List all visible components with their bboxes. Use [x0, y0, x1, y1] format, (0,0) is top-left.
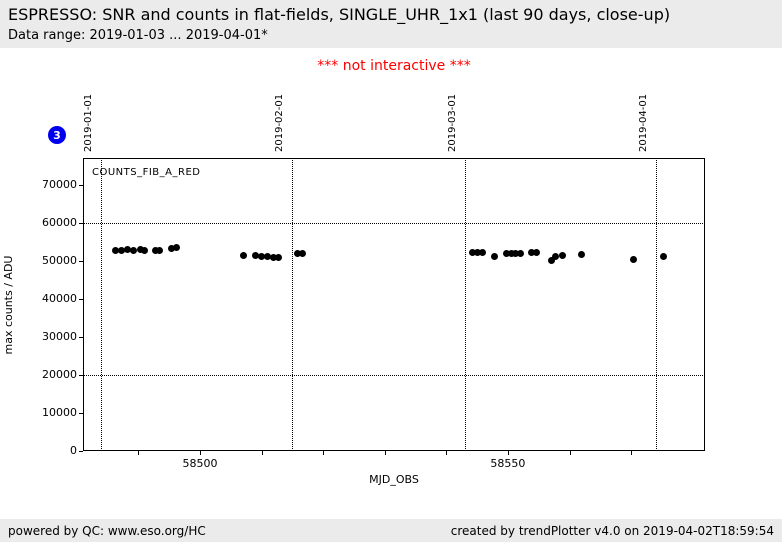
- data-point: [141, 247, 149, 255]
- date-gridline: [101, 158, 103, 451]
- date-tick-label: 2019-01-01: [83, 93, 95, 152]
- data-point: [263, 253, 271, 261]
- x-tick: [569, 451, 571, 455]
- x-tick: [261, 451, 263, 455]
- date-tick-label: 2019-02-01: [274, 93, 286, 152]
- y-tick: [79, 222, 83, 224]
- y-tick: [79, 374, 83, 376]
- page-title: ESPRESSO: SNR and counts in flat-fields,…: [8, 5, 671, 24]
- data-point: [156, 247, 164, 255]
- date-gridline: [655, 158, 657, 451]
- page-header: ESPRESSO: SNR and counts in flat-fields,…: [0, 0, 782, 48]
- data-point: [502, 250, 510, 257]
- data-range-subtitle: Data range: 2019-01-03 ... 2019-04-01*: [8, 28, 268, 43]
- x-tick: [446, 451, 448, 455]
- data-point: [630, 256, 638, 264]
- data-point: [577, 251, 585, 259]
- data-point: [473, 248, 481, 256]
- x-tick: [138, 451, 140, 455]
- data-point: [274, 253, 282, 261]
- date-tick-label: 2019-04-01: [637, 93, 649, 152]
- y-tick-label: 30000: [42, 329, 77, 343]
- data-point: [173, 244, 181, 252]
- data-point: [118, 247, 126, 255]
- footer-powered-by: powered by QC: www.eso.org/HC: [8, 523, 206, 538]
- x-tick: [631, 451, 633, 455]
- date-tick-label: 2019-03-01: [446, 93, 458, 152]
- data-point: [660, 253, 668, 261]
- y-tick-label: 40000: [42, 291, 77, 305]
- data-point: [239, 251, 247, 259]
- y-tick: [79, 260, 83, 262]
- y-tick: [79, 336, 83, 338]
- data-point: [124, 246, 132, 254]
- count-badge: 3: [48, 126, 66, 144]
- data-point: [478, 248, 486, 256]
- x-tick: [200, 451, 201, 455]
- data-point: [112, 247, 120, 255]
- data-point: [532, 248, 540, 256]
- data-point: [269, 253, 277, 261]
- date-gridline: [464, 158, 466, 451]
- x-tick: [384, 451, 386, 455]
- data-point: [468, 248, 476, 256]
- x-axis-label: MJD_OBS: [369, 473, 419, 486]
- footer-created-by: created by trendPlotter v4.0 on 2019-04-…: [450, 523, 774, 538]
- data-point: [129, 247, 137, 255]
- not-interactive-notice: *** not interactive ***: [317, 58, 471, 74]
- y-tick: [79, 184, 83, 186]
- y-tick-label: 20000: [42, 367, 77, 381]
- plot-frame: [83, 158, 705, 451]
- x-tick-label: 58550: [490, 457, 526, 470]
- data-point: [151, 247, 159, 255]
- x-tick-label: 58500: [182, 457, 218, 470]
- data-point: [168, 245, 176, 253]
- y-tick-label: 60000: [42, 215, 77, 229]
- series-label: COUNTS_FIB_A_RED: [92, 167, 201, 178]
- threshold-line: [83, 374, 705, 376]
- data-point: [516, 250, 524, 258]
- threshold-line: [83, 222, 705, 224]
- y-tick: [79, 451, 83, 452]
- page-footer: powered by QC: www.eso.org/HC created by…: [0, 519, 782, 542]
- data-point: [136, 246, 144, 254]
- scatter-chart: 2019-01-01 2019-02-01 2019-03-01 2019-04-01…: [2, 94, 705, 486]
- data-point: [298, 250, 306, 257]
- data-point: [258, 252, 266, 260]
- data-point: [293, 250, 301, 257]
- data-point: [507, 250, 515, 257]
- y-tick: [79, 298, 83, 300]
- y-tick-label: 0: [70, 444, 77, 457]
- x-tick: [323, 451, 325, 455]
- y-tick-label: 10000: [42, 405, 77, 419]
- data-point: [551, 253, 559, 261]
- y-tick-label: 70000: [42, 177, 77, 191]
- data-point: [490, 253, 498, 261]
- data-point: [512, 250, 520, 258]
- x-tick: [507, 451, 509, 455]
- data-point: [559, 252, 567, 260]
- data-point: [547, 257, 555, 265]
- data-point: [527, 248, 535, 256]
- y-axis-label: max counts / ADU: [2, 255, 15, 355]
- data-point: [251, 251, 259, 259]
- y-tick-label: 50000: [42, 253, 77, 267]
- date-gridline: [292, 158, 294, 451]
- y-tick: [79, 412, 83, 414]
